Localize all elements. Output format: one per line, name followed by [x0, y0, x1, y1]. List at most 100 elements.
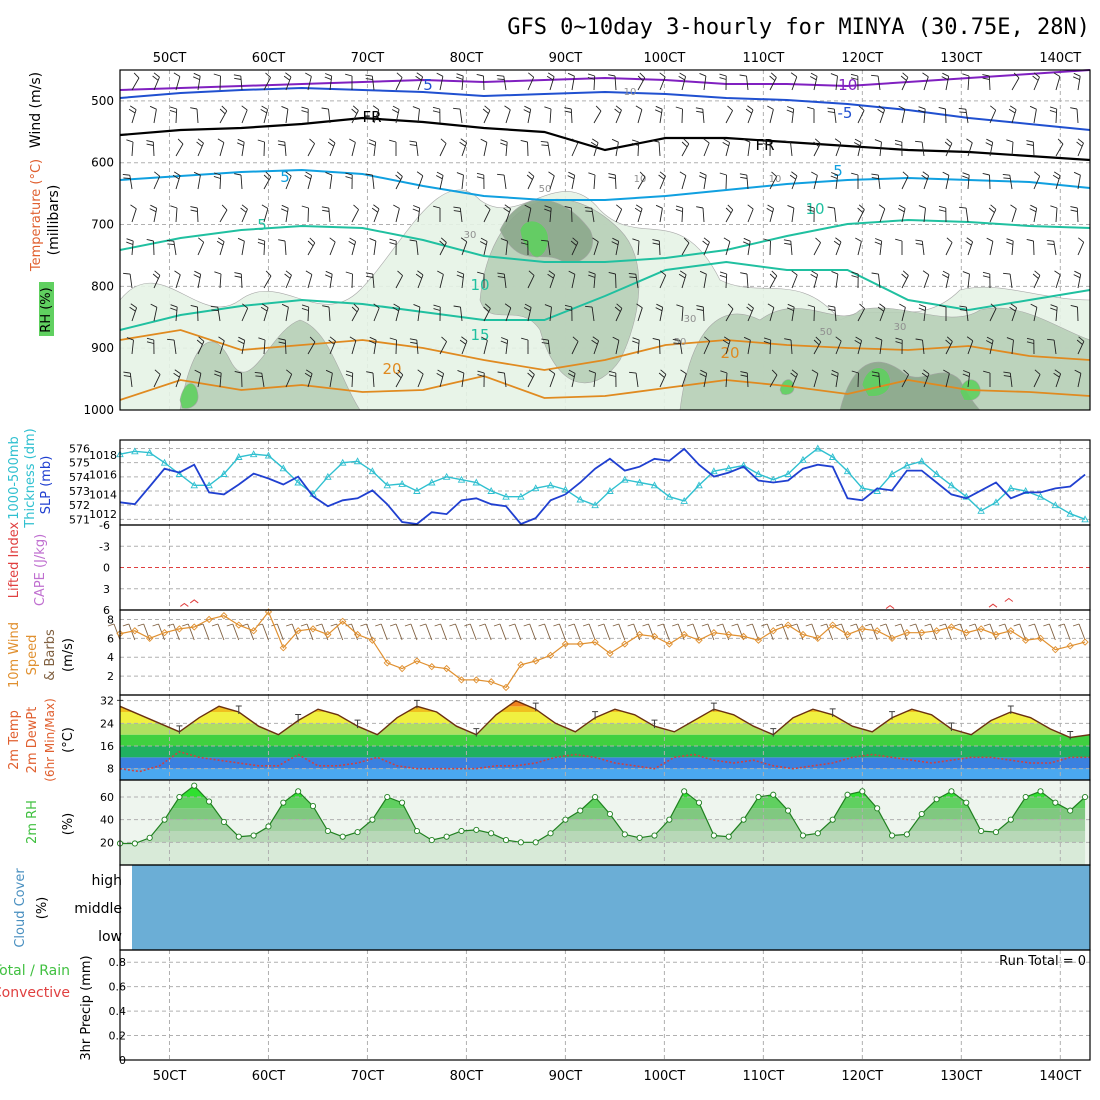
rh2m-point: [517, 839, 524, 846]
wind-barb: [895, 238, 903, 255]
temp-minmax-bar: [295, 714, 302, 723]
rh2m-point: [814, 830, 821, 837]
wind10-point: [918, 629, 926, 637]
wind-barb: [634, 204, 643, 223]
wind-barb: [456, 73, 464, 91]
wind-barb: [962, 73, 970, 91]
wind-barb: [874, 139, 882, 157]
time-tick-top: 50CT: [153, 51, 187, 66]
wind-barb: [723, 237, 731, 256]
thickness-point: [591, 501, 599, 509]
rh2m-point: [874, 805, 881, 812]
wind-barb: [1010, 204, 1017, 223]
isotherm-line: [119, 69, 1091, 91]
wind-barb: [544, 106, 552, 124]
rh-shading: [519, 220, 549, 258]
wind-barb: [1009, 303, 1018, 322]
wind-barb: [875, 336, 883, 355]
wind-barb: [409, 140, 419, 157]
contour-label: 50: [820, 327, 833, 338]
precip-tick: 0.8: [109, 956, 127, 969]
wind10-barb: [286, 623, 299, 641]
wind-barb: [585, 305, 595, 322]
thickness-point: [695, 481, 703, 489]
wind-barb: [921, 171, 930, 190]
wind-barb: [281, 204, 289, 223]
contour-label: -5: [838, 104, 853, 122]
wind-barb: [152, 72, 160, 91]
wind-barb: [877, 303, 886, 322]
rh2m-point: [621, 831, 628, 838]
isotherm-line: [119, 218, 1091, 263]
wind10-point: [710, 629, 718, 637]
wind-barb: [763, 337, 772, 355]
wind10-barb: [968, 623, 982, 641]
rh2m-point: [903, 831, 910, 838]
wind10-point: [309, 625, 317, 633]
li-tick: -3: [99, 540, 110, 553]
wind10-label-b: Speed: [25, 635, 40, 676]
thickness-point: [843, 467, 852, 475]
wind10-point: [383, 659, 391, 667]
wind-barb: [496, 74, 507, 91]
temp-minmax-bar: [829, 708, 836, 717]
rh2m-point: [280, 799, 287, 806]
wind-barb: [527, 72, 535, 91]
wind-barb: [345, 370, 354, 388]
wind-barb: [813, 336, 822, 355]
thickness-point: [739, 461, 748, 469]
time-tick-bottom: 80CT: [450, 1069, 484, 1084]
wind-barb: [915, 239, 925, 256]
wind10-barb: [434, 623, 448, 641]
temp2m-label: 2m Temp: [7, 710, 22, 770]
wind-barb: [703, 336, 711, 355]
thickness-point: [383, 481, 392, 489]
wind-barb: [857, 105, 865, 124]
pressure-tick: 800: [91, 279, 114, 293]
wind-barb: [658, 369, 667, 388]
wind-barb: [679, 171, 687, 190]
wind-barb: [813, 138, 821, 157]
li-point: [988, 603, 998, 608]
wind-barb: [608, 370, 617, 388]
wind10-label-c: & Barbs: [43, 629, 58, 681]
rh2m-point: [844, 791, 851, 798]
wind10-barb: [909, 623, 923, 641]
rh2m-point: [161, 816, 168, 823]
wind-tick: 4: [107, 651, 114, 664]
time-tick-top: 100CT: [643, 51, 685, 66]
rh2m-point: [770, 791, 777, 798]
time-tick-top: 60CT: [252, 51, 286, 66]
wind10-barb: [761, 623, 774, 641]
thickness-point: [324, 472, 332, 480]
wind-barb: [392, 303, 401, 322]
wind-barb: [901, 171, 909, 190]
rh2m-point: [666, 816, 673, 823]
wind-barb: [851, 271, 859, 289]
wind-barb: [901, 369, 909, 388]
thickness-point: [903, 461, 911, 469]
wind-barb: [564, 107, 573, 124]
wind-axis-label: Wind (m/s): [28, 72, 44, 148]
wind-barb: [631, 139, 640, 157]
wind-barb: [126, 139, 134, 157]
wind-barb: [219, 105, 228, 124]
wind-barb: [417, 369, 424, 388]
rh2m-point: [829, 816, 836, 823]
thickness-axis-label: 1000-500mb: [7, 436, 22, 520]
rh2m-point: [220, 818, 227, 825]
dewpt2m-label: 2m DewPt: [25, 707, 40, 774]
wind-barb: [835, 336, 842, 355]
rh2m-point: [1037, 788, 1044, 795]
wind-barb: [1026, 140, 1035, 157]
contour-label: 20: [720, 344, 739, 362]
wind-barb: [851, 370, 859, 388]
rh2m-point: [488, 830, 495, 837]
rh2m-point: [725, 833, 732, 840]
wind10-barb: [865, 623, 878, 641]
wind-barb: [1073, 171, 1081, 190]
wind-barb: [263, 270, 272, 289]
wind-barb: [213, 172, 222, 190]
wind10-barb: [731, 623, 744, 641]
wind-barb: [983, 370, 991, 387]
